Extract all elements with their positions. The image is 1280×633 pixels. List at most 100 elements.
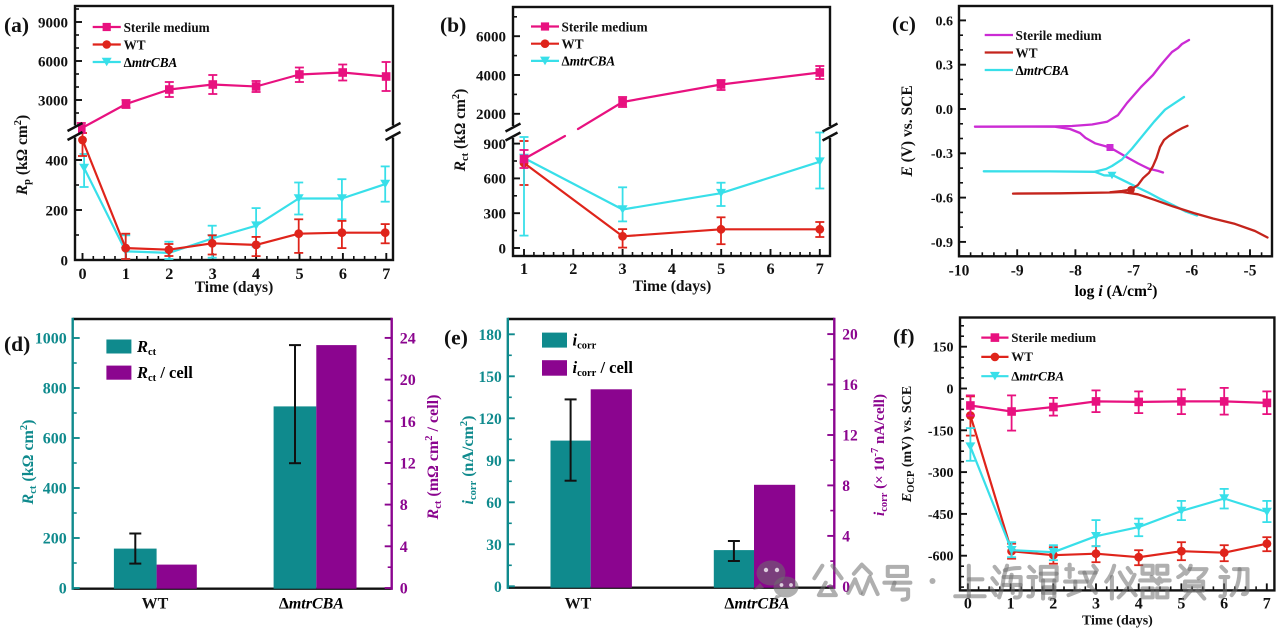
svg-text:20: 20 — [400, 372, 416, 389]
svg-text:9000: 9000 — [38, 15, 68, 31]
svg-text:6000: 6000 — [476, 30, 506, 46]
svg-text:8: 8 — [842, 478, 850, 495]
svg-text:600: 600 — [484, 172, 507, 188]
svg-text:2: 2 — [1049, 595, 1057, 612]
svg-text:800: 800 — [43, 381, 67, 398]
svg-text:ΔmtrCBA: ΔmtrCBA — [1011, 368, 1064, 383]
svg-text:Sterile medium: Sterile medium — [1011, 330, 1096, 345]
svg-text:WT: WT — [1016, 45, 1038, 60]
svg-text:-300: -300 — [928, 466, 954, 481]
svg-text:2: 2 — [165, 265, 173, 283]
svg-text:WT: WT — [142, 596, 169, 613]
svg-text:icorr: icorr — [573, 331, 597, 352]
svg-text:Time (days): Time (days) — [1082, 614, 1153, 629]
svg-text:-600: -600 — [928, 550, 954, 565]
svg-text:Sterile medium: Sterile medium — [562, 19, 648, 34]
svg-text:16: 16 — [842, 377, 858, 394]
svg-text:-7: -7 — [1127, 262, 1140, 279]
svg-text:log i (A/cm2): log i (A/cm2) — [1075, 282, 1158, 300]
svg-text:1: 1 — [520, 260, 528, 278]
svg-text:(c): (c) — [892, 12, 916, 36]
svg-text:-0.6: -0.6 — [931, 192, 953, 207]
svg-text:150: 150 — [479, 369, 503, 386]
svg-text:Rct (kΩ cm2): Rct (kΩ cm2) — [19, 420, 39, 506]
svg-text:2: 2 — [569, 260, 577, 278]
svg-text:ΔmtrCBA: ΔmtrCBA — [279, 596, 344, 613]
svg-text:600: 600 — [43, 431, 67, 448]
svg-text:Rct (kΩ cm2): Rct (kΩ cm2) — [451, 89, 471, 173]
svg-text:180: 180 — [479, 327, 503, 344]
svg-text:WT: WT — [1011, 349, 1033, 364]
svg-text:5: 5 — [1177, 595, 1185, 612]
svg-text:16: 16 — [400, 414, 416, 431]
svg-text:12: 12 — [400, 456, 416, 473]
svg-text:WT: WT — [562, 37, 584, 52]
svg-text:90: 90 — [486, 453, 502, 470]
svg-text:0: 0 — [964, 595, 972, 612]
svg-text:4000: 4000 — [476, 68, 506, 84]
svg-text:5: 5 — [295, 265, 303, 283]
svg-text:3: 3 — [1092, 595, 1100, 612]
svg-text:icorr (nA/cm2): icorr (nA/cm2) — [459, 416, 479, 505]
svg-text:6: 6 — [1220, 595, 1228, 612]
svg-text:3: 3 — [209, 265, 217, 283]
svg-text:7: 7 — [1263, 595, 1271, 612]
svg-text:0: 0 — [947, 383, 954, 398]
svg-text:12: 12 — [842, 428, 858, 445]
svg-text:icorr (× 10-7 nA/cell): icorr (× 10-7 nA/cell) — [870, 394, 890, 516]
svg-text:8: 8 — [400, 497, 408, 514]
svg-text:ΔmtrCBA: ΔmtrCBA — [562, 54, 616, 69]
svg-text:-450: -450 — [928, 508, 954, 523]
svg-text:300: 300 — [484, 207, 507, 223]
svg-text:0: 0 — [494, 579, 502, 596]
svg-text:-5: -5 — [1244, 262, 1257, 279]
svg-text:120: 120 — [479, 411, 503, 428]
svg-text:6: 6 — [339, 265, 347, 283]
svg-text:(a): (a) — [4, 13, 29, 37]
svg-text:Rct (mΩ cm2 / cell): Rct (mΩ cm2 / cell) — [424, 395, 444, 521]
svg-text:0: 0 — [499, 241, 507, 257]
svg-text:(d): (d) — [4, 332, 30, 356]
svg-text:0: 0 — [78, 265, 86, 283]
svg-text:-0.9: -0.9 — [931, 236, 953, 251]
svg-text:Sterile medium: Sterile medium — [124, 20, 210, 35]
svg-text:5: 5 — [717, 260, 725, 278]
svg-text:4: 4 — [1135, 595, 1143, 612]
svg-text:1: 1 — [122, 265, 130, 283]
svg-text:0.3: 0.3 — [936, 59, 954, 74]
svg-text:0.6: 0.6 — [936, 14, 954, 29]
svg-text:1000: 1000 — [35, 331, 67, 348]
svg-text:-9: -9 — [1011, 262, 1024, 279]
svg-text:(f): (f) — [893, 325, 914, 349]
svg-text:200: 200 — [46, 203, 69, 219]
svg-text:24: 24 — [400, 331, 416, 348]
svg-text:ΔmtrCBA: ΔmtrCBA — [124, 55, 178, 70]
svg-text:3000: 3000 — [38, 93, 68, 109]
svg-text:4: 4 — [252, 265, 260, 283]
svg-text:-150: -150 — [928, 424, 954, 439]
svg-text:(e): (e) — [444, 326, 468, 350]
svg-text:400: 400 — [43, 481, 67, 498]
svg-text:0: 0 — [400, 581, 408, 598]
svg-text:ΔmtrCBA: ΔmtrCBA — [1016, 63, 1070, 78]
svg-text:Time (days): Time (days) — [195, 279, 274, 296]
svg-text:0.0: 0.0 — [936, 103, 954, 118]
svg-text:2000: 2000 — [476, 107, 506, 123]
svg-text:30: 30 — [486, 537, 502, 554]
svg-text:(b): (b) — [440, 13, 466, 37]
svg-text:1: 1 — [1007, 595, 1015, 612]
svg-text:900: 900 — [484, 137, 507, 153]
svg-text:6000: 6000 — [38, 54, 68, 70]
svg-text:E (V) vs. SCE: E (V) vs. SCE — [899, 85, 916, 177]
svg-text:150: 150 — [933, 341, 954, 356]
svg-text:ΔmtrCBA: ΔmtrCBA — [724, 596, 789, 613]
svg-text:60: 60 — [486, 495, 502, 512]
svg-text:WT: WT — [124, 37, 146, 52]
svg-text:Rp (kΩ cm2): Rp (kΩ cm2) — [13, 115, 33, 196]
svg-text:EOCP (mV) vs. SCE: EOCP (mV) vs. SCE — [900, 386, 917, 503]
svg-text:3: 3 — [619, 260, 627, 278]
svg-text:Rct / cell: Rct / cell — [136, 363, 193, 384]
svg-text:-0.3: -0.3 — [931, 147, 953, 162]
svg-text:7: 7 — [816, 260, 824, 278]
svg-text:Rct: Rct — [136, 337, 157, 358]
